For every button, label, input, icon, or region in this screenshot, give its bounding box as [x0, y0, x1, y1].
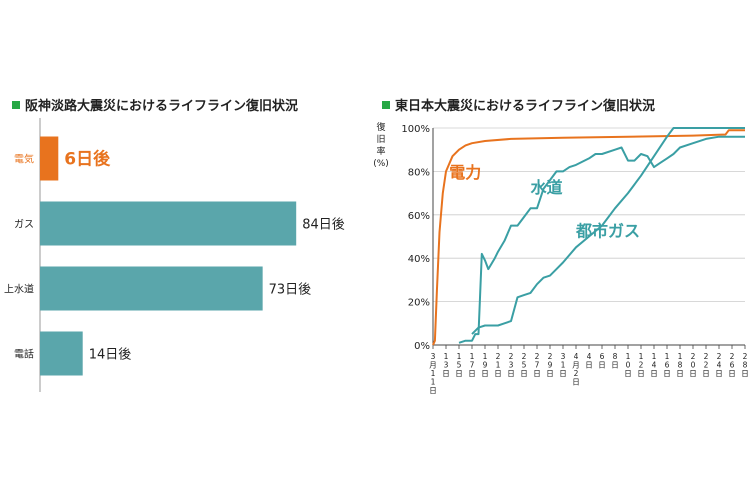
- bar-value-label-0: 6日後: [64, 149, 111, 170]
- green-square-icon: [12, 100, 20, 109]
- right-chart-title: 東日本大震災におけるライフライン復旧状況: [382, 95, 655, 114]
- y-tick-label-100: 100%: [401, 124, 430, 135]
- category-label-1: ガス: [14, 219, 34, 231]
- green-square-icon: [382, 100, 390, 109]
- series-line-2: [471, 127, 745, 335]
- bar-3: [40, 331, 83, 376]
- y-axis-label-part-2: 率: [376, 145, 385, 157]
- y-tick-label-60: 60%: [408, 211, 430, 222]
- category-label-3: 電話: [14, 348, 34, 361]
- y-tick-label-20: 20%: [408, 298, 430, 309]
- category-label-2: 上水道: [4, 283, 34, 296]
- series-label-0: 電力: [449, 163, 481, 182]
- y-tick-label-40: 40%: [408, 254, 430, 265]
- bar-2: [40, 266, 263, 311]
- left-chart-title-text: 阪神淡路大震災におけるライフライン復旧状況: [25, 99, 299, 114]
- y-axis-label-part-1: 旧: [376, 134, 385, 145]
- right-chart-title-text: 東日本大震災におけるライフライン復旧状況: [395, 99, 656, 114]
- bar-1: [40, 201, 297, 246]
- y-tick-label-0: 0%: [414, 341, 430, 352]
- bar-value-label-1: 84日後: [302, 218, 345, 233]
- series-line-0: [432, 129, 745, 346]
- left-chart-title: 阪神淡路大震災におけるライフライン復旧状況: [12, 95, 298, 114]
- series-label-2: 都市ガス: [575, 222, 640, 241]
- series-line-1: [458, 135, 745, 344]
- y-tick-label-80: 80%: [408, 167, 430, 178]
- category-label-0: 電気: [14, 153, 34, 166]
- bar-value-label-2: 73日後: [269, 283, 312, 298]
- y-axis-label-part-0: 復: [376, 121, 385, 133]
- bar-value-label-3: 14日後: [89, 348, 132, 363]
- series-label-1: 水道: [531, 178, 563, 197]
- bar-0: [40, 136, 59, 181]
- y-axis-label-part-3: (%): [373, 159, 389, 169]
